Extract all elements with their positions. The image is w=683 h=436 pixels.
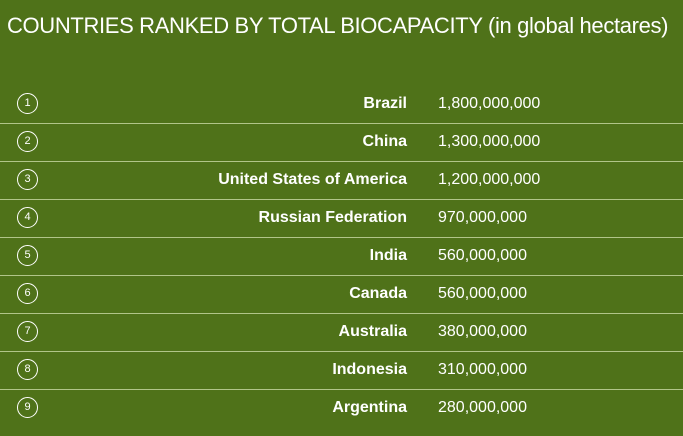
country-name: Australia (338, 323, 407, 340)
table-row: 7 Australia 380,000,000 (0, 313, 683, 351)
rank-circle-badge: 6 (17, 283, 38, 304)
rank-circle-badge: 2 (17, 131, 38, 152)
biocapacity-value: 560,000,000 (438, 285, 527, 302)
biocapacity-value: 380,000,000 (438, 323, 527, 340)
biocapacity-value: 310,000,000 (438, 361, 527, 378)
table-row: 9 Argentina 280,000,000 (0, 389, 683, 427)
table-row: 4 Russian Federation 970,000,000 (0, 199, 683, 237)
country-name: China (362, 133, 407, 150)
rank-circle-badge: 1 (17, 93, 38, 114)
biocapacity-value: 1,200,000,000 (438, 171, 541, 188)
biocapacity-value: 280,000,000 (438, 399, 527, 416)
country-name: India (369, 247, 407, 264)
table-row: 1 Brazil 1,800,000,000 (0, 85, 683, 123)
country-name: Canada (349, 285, 407, 302)
chart-title: COUNTRIES RANKED BY TOTAL BIOCAPACITY (i… (7, 13, 669, 38)
table-row: 2 China 1,300,000,000 (0, 123, 683, 161)
country-name: Brazil (363, 95, 407, 112)
table-row: 5 India 560,000,000 (0, 237, 683, 275)
biocapacity-value: 970,000,000 (438, 209, 527, 226)
rank-circle-badge: 4 (17, 207, 38, 228)
table-row: 3 United States of America 1,200,000,000 (0, 161, 683, 199)
rank-circle-badge: 5 (17, 245, 38, 266)
table-row: 8 Indonesia 310,000,000 (0, 351, 683, 389)
biocapacity-value: 560,000,000 (438, 247, 527, 264)
table-row: 6 Canada 560,000,000 (0, 275, 683, 313)
biocapacity-value: 1,800,000,000 (438, 95, 541, 112)
country-name: United States of America (218, 171, 407, 188)
rank-circle-badge: 8 (17, 359, 38, 380)
country-name: Argentina (332, 399, 407, 416)
ranking-table: 1 Brazil 1,800,000,000 2 China 1,300,000,000 3… (0, 85, 683, 427)
rank-circle-badge: 9 (17, 397, 38, 418)
country-name: Russian Federation (258, 209, 407, 226)
rank-circle-badge: 3 (17, 169, 38, 190)
biocapacity-value: 1,300,000,000 (438, 133, 541, 150)
country-name: Indonesia (332, 361, 407, 378)
rank-circle-badge: 7 (17, 321, 38, 342)
